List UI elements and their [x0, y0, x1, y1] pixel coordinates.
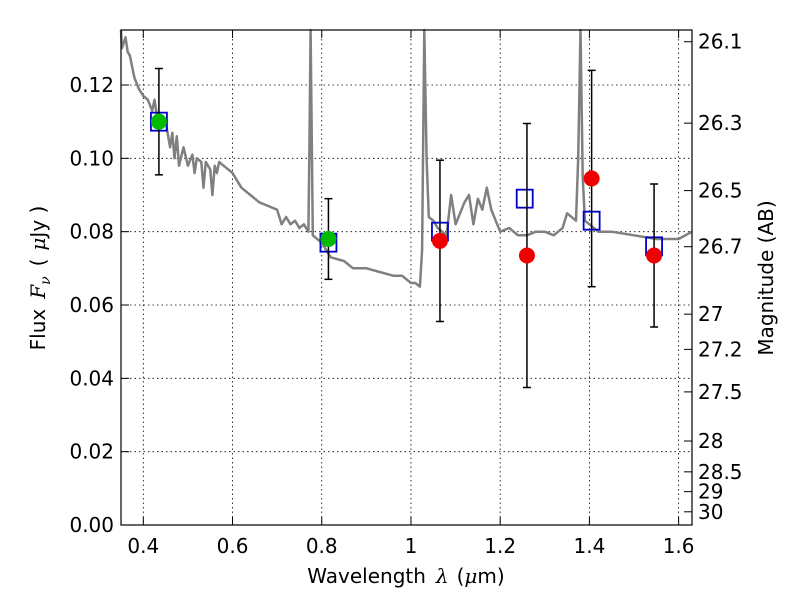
magnitude-tick-label: 28 [698, 429, 723, 453]
y-tick-label: 0.08 [69, 220, 114, 244]
magnitude-tick-label: 28.5 [698, 460, 743, 484]
y-tick-label: 0.04 [69, 366, 114, 390]
x-axis-unit-rest: m) [477, 564, 504, 588]
observed-flux-point [150, 113, 167, 130]
y-axis-title-prefix: Flux [26, 309, 50, 351]
x-tick-label: 1.2 [484, 534, 516, 558]
x-tick-label: 0.8 [306, 534, 338, 558]
y-axis-flux-symbol: F [26, 284, 50, 300]
observed-flux-point [518, 247, 535, 264]
observed-flux-point [646, 247, 663, 264]
data-markers-layer [150, 67, 663, 389]
observed-flux-point [320, 231, 337, 247]
magnitude-tick-label: 26.1 [698, 30, 743, 54]
x-tick-label: 1.6 [663, 534, 695, 558]
magnitude-tick-label: 27.2 [698, 337, 743, 361]
magnitude-tick-label: 26.7 [698, 235, 743, 259]
magnitude-tick-label: 26.3 [698, 111, 743, 135]
observed-flux-point [431, 232, 448, 249]
y-axis-unit-mu: μ [26, 238, 50, 251]
plot-frame [120, 29, 693, 526]
model-spectrum-layer [119, 28, 693, 288]
magnitude-tick-label: 27.5 [698, 380, 743, 404]
magnitude-tick-label: 26.5 [698, 179, 743, 203]
y-tick-label: 0.06 [69, 293, 114, 317]
grid-lines [121, 30, 692, 526]
x-axis-title-prefix: Wavelength [307, 564, 426, 588]
y-tick-label: 0.02 [69, 440, 114, 464]
y-axis-unit-rest: Jy ) [26, 206, 50, 240]
x-tick-label: 0.4 [127, 534, 159, 558]
y-axis-unit-open: ( [26, 259, 50, 267]
axis-ticks: 0.4 0.6 0.8 1 1.2 1.4 1.6 0.00 0.02 0.04 0.06 0.08 0… [69, 30, 742, 558]
y-axis-title: Flux Fν ( μJy ) [26, 206, 54, 351]
y-tick-label: 0.00 [69, 513, 114, 537]
x-tick-label: 1 [405, 534, 418, 558]
model-spectrum-line [119, 28, 693, 288]
observed-flux-point [583, 170, 600, 187]
y-axis-flux-subscript: ν [38, 276, 54, 285]
x-tick-label: 1.4 [573, 534, 605, 558]
magnitude-tick-label: 29 [698, 480, 723, 504]
y2-axis-title: Magnitude (AB) [754, 200, 778, 355]
magnitude-tick-label: 27 [698, 302, 723, 326]
x-axis-unit-mu: μ [464, 564, 477, 588]
x-axis-title: Wavelength λ (μm) [307, 564, 504, 588]
magnitude-tick-label: 30 [698, 500, 723, 524]
y-tick-label: 0.12 [69, 73, 114, 97]
y-tick-label: 0.10 [69, 146, 114, 170]
x-axis-unit-open: ( [457, 564, 465, 588]
model-band-flux-square [515, 188, 534, 209]
x-axis-lambda: λ [435, 564, 449, 588]
x-tick-label: 0.6 [217, 534, 249, 558]
